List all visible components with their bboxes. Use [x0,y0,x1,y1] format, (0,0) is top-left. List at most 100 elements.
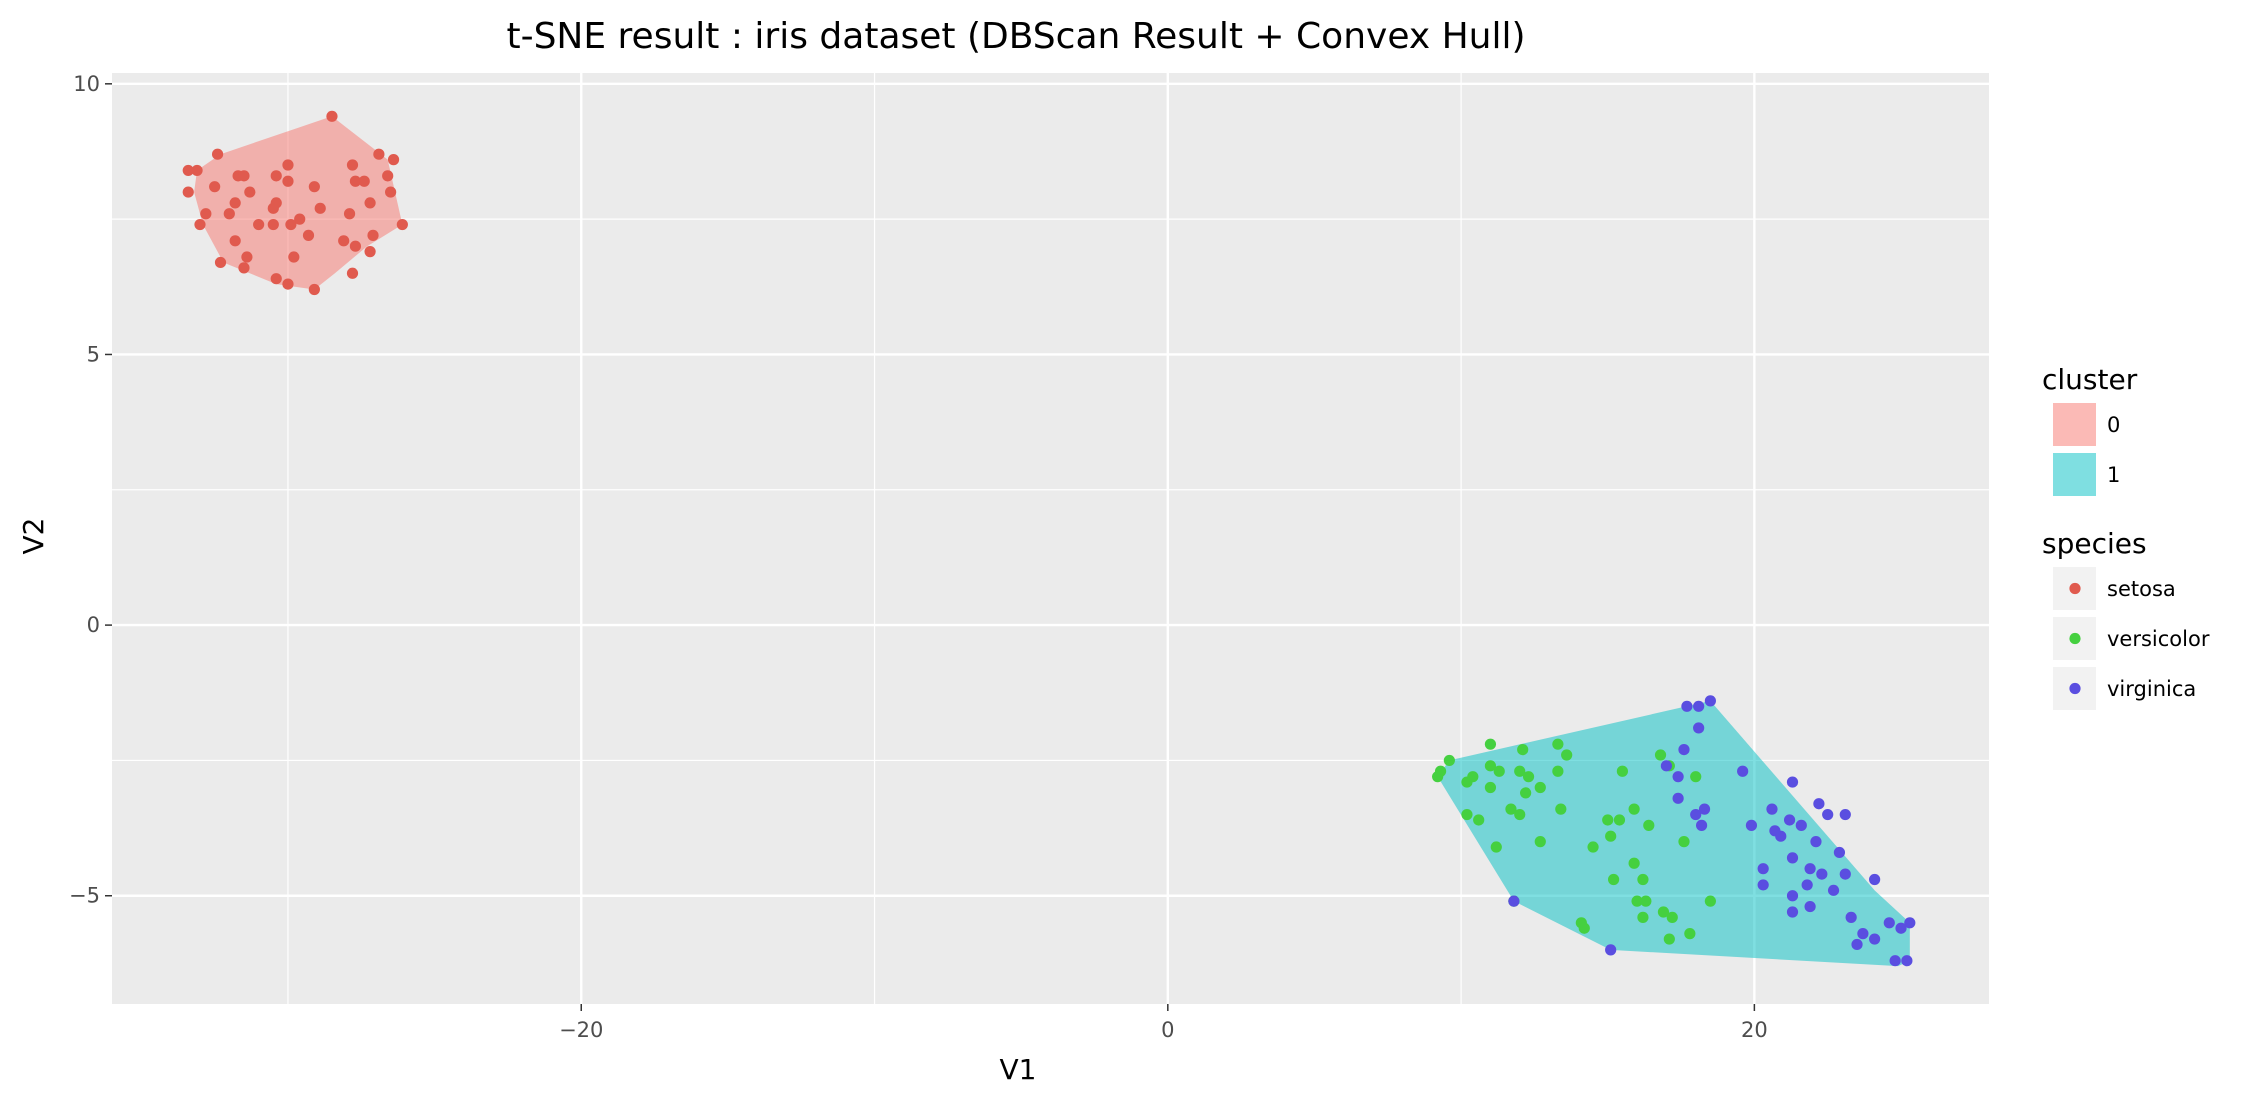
point-virginica [1775,830,1787,842]
x-axis: −20 0 20 [559,1004,1768,1042]
legend-cluster-entries: 01 [2053,403,2120,496]
y-tick-label: −5 [69,884,100,908]
point-versicolor [1631,895,1643,907]
point-setosa [396,218,408,231]
point-setosa [373,148,385,160]
point-virginica [1605,944,1617,956]
point-virginica [1695,819,1708,831]
point-setosa [382,170,394,182]
y-axis-title: V2 [17,518,50,555]
point-setosa [338,235,350,247]
point-versicolor [1517,743,1529,756]
point-setosa [385,186,397,198]
point-versicolor [1657,906,1670,918]
point-virginica [1869,873,1881,886]
point-virginica [1757,863,1769,875]
point-virginica [1786,852,1799,864]
point-versicolor [1467,771,1479,783]
point-versicolor [1684,928,1696,940]
point-versicolor [1663,933,1675,945]
legend-key-setosa [2069,582,2081,595]
point-virginica [1845,911,1857,923]
point-versicolor [1613,814,1626,826]
point-setosa [282,278,294,290]
point-setosa [308,283,320,296]
legend-label-cluster-0: 0 [2107,413,2120,437]
legend-key-cluster-0 [2053,403,2096,446]
chart-title: t-SNE result : iris dataset (DBScan Resu… [506,16,1525,57]
y-axis: −5 0 5 10 [69,72,112,908]
point-setosa [191,164,203,177]
point-versicolor [1514,765,1526,777]
point-versicolor [1443,754,1455,767]
point-setosa [346,159,359,171]
point-virginica [1816,868,1828,880]
point-versicolor [1514,808,1526,821]
point-virginica [1795,819,1807,831]
point-virginica [1693,722,1705,734]
point-setosa [349,175,362,187]
point-setosa [302,229,315,241]
legend: cluster 01 species setosaversicolorvirgi… [2042,363,2210,710]
point-versicolor [1616,765,1628,777]
legend-key-virginica [2069,682,2081,695]
point-versicolor [1484,760,1497,772]
point-versicolor [1654,749,1667,761]
point-setosa [182,186,194,198]
point-virginica [1857,928,1869,940]
point-versicolor [1461,808,1473,821]
point-setosa [364,197,376,209]
point-virginica [1693,700,1705,712]
point-versicolor [1678,836,1690,848]
point-versicolor [1666,911,1678,923]
point-versicolor [1628,857,1640,869]
point-versicolor [1637,873,1649,886]
point-setosa [267,218,279,231]
point-virginica [1698,803,1711,815]
point-virginica [1839,868,1851,880]
legend-species-entries: setosa versicolor virginica [2053,567,2210,710]
point-virginica [1833,846,1846,859]
point-setosa [229,235,241,247]
point-versicolor [1628,803,1640,815]
point-versicolor [1493,765,1505,777]
point-setosa [314,202,326,214]
point-virginica [1681,700,1693,712]
point-versicolor [1552,765,1564,777]
point-virginica [1690,808,1702,821]
legend-label-setosa: setosa [2107,577,2176,601]
point-virginica [1883,917,1895,929]
point-virginica [1660,760,1672,772]
x-axis-title: V1 [1000,1053,1037,1086]
point-virginica [1786,906,1799,918]
point-versicolor [1640,895,1652,907]
point-versicolor [1534,836,1546,848]
y-tick-label: 0 [87,613,100,637]
x-tick-label: −20 [559,1018,603,1042]
point-versicolor [1490,841,1502,853]
legend-key-cluster-1 [2053,453,2096,496]
point-setosa [358,175,370,187]
point-versicolor [1484,781,1497,794]
x-tick-label: 20 [1741,1018,1768,1042]
point-setosa [326,110,338,122]
point-versicolor [1434,765,1447,777]
point-virginica [1813,798,1825,810]
point-versicolor [1643,819,1655,831]
point-virginica [1678,743,1690,756]
point-setosa [387,154,400,166]
legend-cluster-title: cluster [2042,363,2138,396]
point-virginica [1745,819,1758,831]
point-setosa [211,148,224,160]
point-virginica [1672,771,1684,783]
point-setosa [238,262,250,274]
point-versicolor [1561,749,1573,761]
point-versicolor [1505,803,1517,815]
point-versicolor [1473,814,1485,826]
legend-label-versicolor: versicolor [2107,627,2210,651]
x-tick-label: 0 [1161,1018,1174,1042]
point-versicolor [1637,911,1649,923]
point-setosa [241,251,253,263]
point-versicolor [1552,738,1564,750]
